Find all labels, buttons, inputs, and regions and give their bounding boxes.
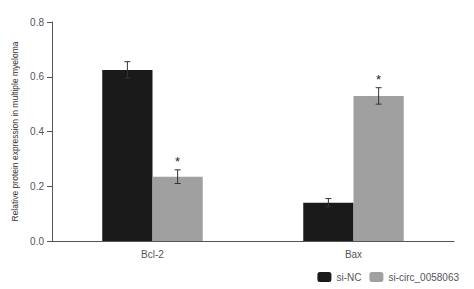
svg-text:Bcl-2: Bcl-2: [141, 249, 164, 260]
svg-text:si-circ_0058063: si-circ_0058063: [388, 272, 459, 283]
svg-text:*: *: [175, 154, 180, 169]
svg-text:0.0: 0.0: [30, 236, 44, 247]
svg-text:0.8: 0.8: [30, 17, 44, 28]
svg-text:Relative protein expression in: Relative protein expression in multiple …: [10, 41, 20, 221]
svg-text:si-NC: si-NC: [336, 272, 361, 283]
svg-text:Bax: Bax: [345, 249, 362, 260]
svg-text:*: *: [376, 72, 381, 87]
svg-text:0.4: 0.4: [30, 126, 44, 137]
svg-text:0.2: 0.2: [30, 181, 44, 192]
svg-text:0.6: 0.6: [30, 71, 44, 82]
